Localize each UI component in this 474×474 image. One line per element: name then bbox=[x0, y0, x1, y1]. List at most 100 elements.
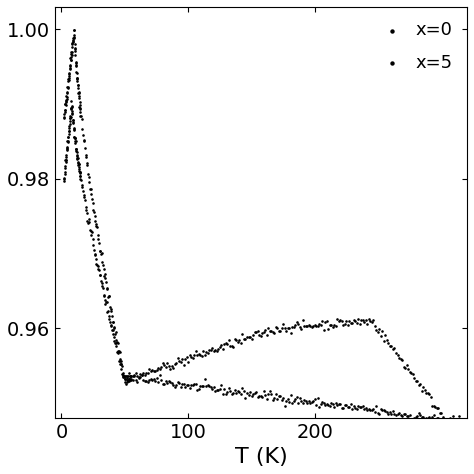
x=5 bbox=[70, 126, 77, 134]
x=5 bbox=[112, 342, 120, 349]
x=5 bbox=[73, 145, 80, 153]
x=5 bbox=[400, 363, 407, 371]
x=0 bbox=[63, 95, 71, 103]
x=5 bbox=[68, 103, 76, 111]
x=5 bbox=[168, 363, 175, 370]
x=5 bbox=[174, 355, 182, 362]
x=0 bbox=[95, 239, 103, 247]
x=5 bbox=[138, 371, 146, 379]
x=5 bbox=[456, 436, 463, 444]
x=5 bbox=[62, 156, 70, 164]
x=5 bbox=[228, 343, 236, 350]
x=0 bbox=[403, 412, 410, 420]
x=5 bbox=[69, 117, 76, 124]
x=5 bbox=[72, 139, 79, 146]
x=0 bbox=[68, 48, 76, 55]
x=5 bbox=[101, 301, 109, 308]
x=0 bbox=[84, 162, 91, 169]
x=5 bbox=[111, 339, 119, 346]
Legend: x=0, x=5: x=0, x=5 bbox=[369, 16, 458, 77]
x=5 bbox=[224, 340, 231, 348]
x=5 bbox=[71, 134, 79, 142]
x=5 bbox=[82, 207, 90, 214]
x=5 bbox=[61, 175, 68, 183]
x=0 bbox=[386, 409, 394, 416]
x=5 bbox=[290, 323, 298, 331]
x=0 bbox=[80, 136, 87, 143]
x=5 bbox=[74, 154, 82, 162]
x=0 bbox=[144, 378, 152, 385]
x=5 bbox=[100, 291, 107, 299]
x=5 bbox=[201, 351, 209, 358]
x=5 bbox=[63, 145, 71, 153]
x=0 bbox=[67, 57, 74, 64]
x=0 bbox=[102, 278, 110, 286]
x=5 bbox=[146, 365, 153, 373]
x=5 bbox=[72, 147, 80, 155]
x=0 bbox=[85, 173, 92, 181]
x=5 bbox=[442, 419, 449, 427]
x=5 bbox=[68, 98, 75, 105]
x=5 bbox=[70, 125, 78, 133]
x=5 bbox=[320, 327, 328, 334]
x=5 bbox=[428, 402, 436, 410]
x=0 bbox=[86, 185, 94, 193]
x=5 bbox=[75, 161, 82, 168]
x=0 bbox=[89, 200, 96, 207]
x=5 bbox=[79, 188, 87, 195]
x=0 bbox=[366, 407, 374, 414]
x=5 bbox=[457, 435, 465, 442]
x=0 bbox=[427, 416, 434, 424]
x=0 bbox=[100, 272, 108, 279]
x=5 bbox=[103, 299, 110, 306]
x=5 bbox=[427, 393, 434, 401]
x=5 bbox=[90, 246, 98, 254]
x=0 bbox=[146, 376, 153, 384]
x=0 bbox=[281, 402, 288, 410]
x=5 bbox=[377, 332, 385, 339]
x=0 bbox=[82, 153, 90, 161]
x=0 bbox=[74, 81, 82, 89]
x=5 bbox=[91, 251, 98, 259]
x=0 bbox=[297, 397, 305, 404]
x=0 bbox=[416, 411, 424, 419]
x=0 bbox=[156, 372, 164, 379]
x=0 bbox=[330, 403, 338, 410]
x=0 bbox=[106, 303, 114, 311]
x=5 bbox=[329, 323, 337, 330]
x=5 bbox=[182, 355, 189, 363]
x=0 bbox=[86, 178, 93, 186]
x=5 bbox=[452, 429, 460, 437]
x=5 bbox=[151, 367, 159, 375]
x=0 bbox=[249, 391, 257, 398]
x=5 bbox=[434, 405, 442, 412]
x=0 bbox=[454, 417, 462, 425]
x=0 bbox=[171, 383, 179, 391]
x=5 bbox=[356, 320, 364, 328]
x=5 bbox=[419, 383, 427, 391]
x=0 bbox=[326, 402, 334, 410]
x=5 bbox=[264, 324, 272, 331]
x=5 bbox=[144, 369, 152, 376]
x=5 bbox=[337, 317, 344, 324]
x=0 bbox=[67, 54, 75, 61]
x=0 bbox=[73, 62, 80, 70]
x=5 bbox=[281, 324, 288, 332]
x=5 bbox=[261, 326, 269, 333]
x=5 bbox=[422, 389, 430, 397]
x=0 bbox=[70, 33, 78, 41]
x=0 bbox=[211, 387, 219, 394]
x=5 bbox=[119, 371, 127, 379]
x=5 bbox=[341, 320, 348, 328]
x=5 bbox=[316, 321, 323, 328]
x=5 bbox=[252, 328, 260, 336]
x=0 bbox=[186, 384, 193, 392]
x=0 bbox=[239, 384, 246, 392]
x=0 bbox=[77, 108, 84, 116]
x=5 bbox=[248, 335, 255, 342]
x=5 bbox=[373, 326, 380, 334]
x=0 bbox=[188, 381, 195, 389]
x=0 bbox=[75, 104, 83, 111]
x=0 bbox=[391, 410, 398, 417]
x=5 bbox=[88, 231, 95, 238]
